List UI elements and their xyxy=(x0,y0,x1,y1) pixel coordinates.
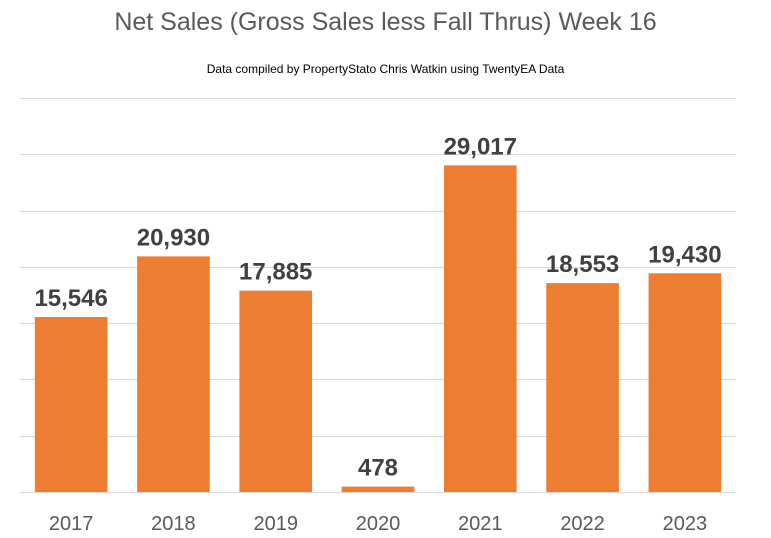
bar-2020 xyxy=(341,486,415,492)
data-label-2022: 18,553 xyxy=(546,251,619,278)
bars xyxy=(34,165,722,492)
bar-2022 xyxy=(546,283,619,492)
x-tick-label-2020: 2020 xyxy=(356,513,401,535)
data-label-2018: 20,930 xyxy=(137,224,210,251)
x-axis-labels: 2017 2018 2019 2020 2021 2022 2023 xyxy=(49,513,707,535)
data-labels: 15,546 20,930 17,885 478 29,017 18,553 19,430 xyxy=(34,133,721,481)
x-tick-label-2023: 2023 xyxy=(663,513,708,535)
gridlines xyxy=(20,98,736,493)
bar-2021 xyxy=(443,165,517,492)
bar-2019 xyxy=(239,290,313,492)
x-tick-label-2018: 2018 xyxy=(151,513,196,535)
x-tick-label-2019: 2019 xyxy=(253,513,298,535)
chart-title: Net Sales (Gross Sales less Fall Thrus) … xyxy=(114,8,657,36)
x-tick-label-2022: 2022 xyxy=(560,513,605,535)
data-label-2023: 19,430 xyxy=(648,241,721,268)
data-label-2019: 17,885 xyxy=(239,259,312,286)
data-label-2020: 478 xyxy=(358,455,398,482)
data-label-2017: 15,546 xyxy=(34,285,107,312)
bar-2023 xyxy=(648,273,722,492)
chart-subtitle: Data compiled by PropertyStato Chris Wat… xyxy=(206,62,565,76)
data-label-2021: 29,017 xyxy=(444,133,517,160)
bar-2017 xyxy=(34,316,108,492)
x-tick-label-2021: 2021 xyxy=(458,513,503,535)
x-tick-label-2017: 2017 xyxy=(49,513,94,535)
bar-2018 xyxy=(137,256,210,492)
